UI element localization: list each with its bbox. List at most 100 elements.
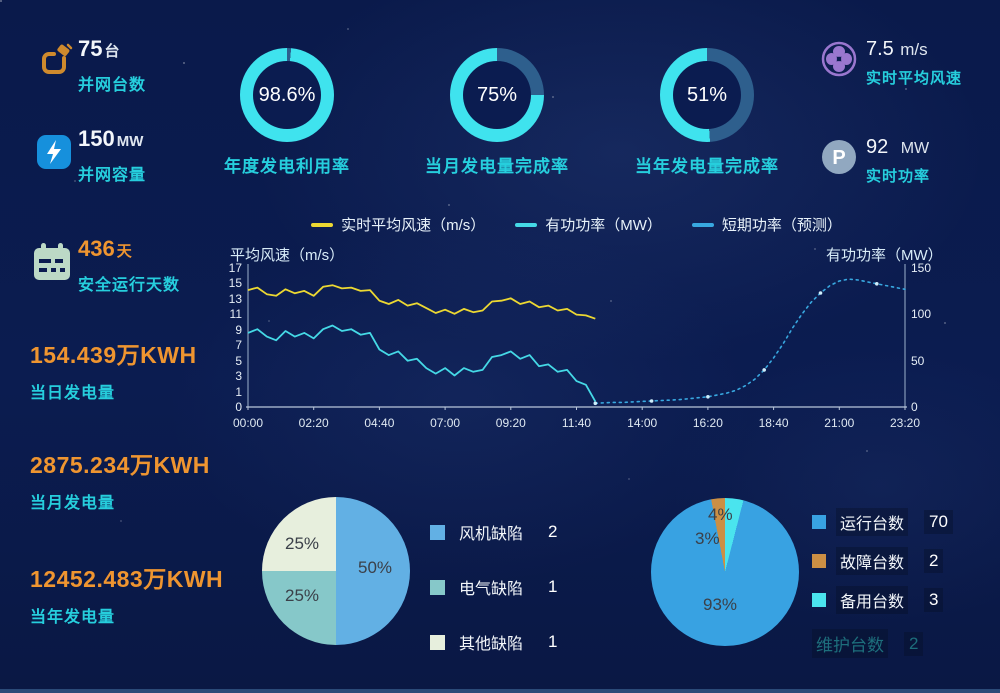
donut-percent: 75% xyxy=(476,83,518,106)
stat-value: 75 xyxy=(78,36,103,61)
legend-count: 70 xyxy=(924,510,953,534)
left-axis-title: 平均风速（m/s） xyxy=(230,247,345,264)
donut-month-completion: 75% 当月发电量完成率 xyxy=(387,48,607,177)
legend-count: 2 xyxy=(904,631,924,656)
running-units-swatch xyxy=(812,515,826,529)
donut-label: 当年发电量完成率 xyxy=(635,157,779,176)
other-defect-swatch xyxy=(430,634,445,650)
stat-unit: 万KWH xyxy=(129,452,210,478)
legend-item-running-units[interactable]: 运行台数 70 xyxy=(812,508,953,536)
bottom-edge-strip xyxy=(0,689,1000,693)
forecast-point-markers xyxy=(593,282,879,406)
stat-value: 92 xyxy=(866,136,889,158)
donut-ring: 98.6% xyxy=(240,48,334,142)
stat-label: 当月发电量 xyxy=(30,495,116,512)
pie-slice-label: 93% xyxy=(703,595,738,614)
donut-annual-utilization: 98.6% 年度发电利用率 xyxy=(177,48,397,177)
stat-value-row: 150 MW xyxy=(78,126,146,152)
right-axis-title: 有功功率（MW） xyxy=(826,247,943,264)
stat-label: 并网台数 xyxy=(78,77,147,94)
stat-daily-generation: 154.439万KWH 当日发电量 xyxy=(30,336,197,403)
donut-label: 当月发电量完成率 xyxy=(425,157,569,176)
legend-item-standby-units[interactable]: 备用台数 3 xyxy=(812,586,953,614)
wind-speed-line xyxy=(247,284,596,320)
pie-slice-label: 50% xyxy=(358,558,393,577)
legend-item-fault-units[interactable]: 故障台数 2 xyxy=(812,547,953,575)
legend-item-electrical-defect[interactable]: 电气缺陷 1 xyxy=(430,573,562,601)
stat-label: 当年发电量 xyxy=(30,609,116,626)
pie-slice-label: 3% xyxy=(695,529,720,548)
legend-count: 1 xyxy=(548,632,558,651)
legend-item-active-power[interactable]: 有功功率（MW） xyxy=(515,214,662,235)
active-power-line xyxy=(247,324,597,402)
stat-value: 154.439 xyxy=(30,342,117,368)
plug-icon xyxy=(34,42,74,87)
stat-value-row: 92 MW xyxy=(866,136,930,159)
legend-item-forecast-power[interactable]: 短期功率（预测） xyxy=(691,214,842,235)
stat-value: 150 xyxy=(78,126,115,151)
legend-label: 维护台数 xyxy=(812,629,888,658)
unit-status-pie-chart xyxy=(651,498,799,646)
donut-ring: 51% xyxy=(660,48,754,142)
stat-label: 当日发电量 xyxy=(30,385,116,402)
stat-unit: 天 xyxy=(116,243,132,260)
stat-unit: 万KWH xyxy=(116,342,197,368)
forecast-line-swatch xyxy=(691,222,714,227)
stat-label: 实时平均风速 xyxy=(866,70,963,87)
legend-count: 1 xyxy=(548,577,558,596)
stat-unit: MW xyxy=(116,133,144,150)
legend-label: 其他缺陷 xyxy=(459,636,524,653)
forecast-power-line xyxy=(594,278,906,405)
stat-label: 并网容量 xyxy=(78,167,147,184)
legend-count: 3 xyxy=(924,588,944,612)
pie-slice-label: 25% xyxy=(285,586,320,605)
active-power-line-swatch xyxy=(515,222,538,227)
donut-year-completion: 51% 当年发电量完成率 xyxy=(597,48,817,177)
legend-label: 实时平均风速（m/s） xyxy=(341,217,486,234)
legend-item-turbine-defect[interactable]: 风机缺陷 2 xyxy=(430,518,562,546)
legend-label: 运行台数 xyxy=(836,508,909,536)
stat-value: 436 xyxy=(78,236,115,261)
pie-slice-label: 25% xyxy=(285,534,320,553)
donut-hole xyxy=(673,61,741,129)
fan-icon xyxy=(820,40,858,83)
legend-label: 有功功率（MW） xyxy=(545,217,662,234)
defect-pie-chart xyxy=(262,497,410,645)
donut-hole xyxy=(463,61,531,129)
turbine-defect-swatch xyxy=(430,524,445,540)
stat-value-row: 436 天 xyxy=(78,236,180,262)
legend-item-other-defect[interactable]: 其他缺陷 1 xyxy=(430,628,562,656)
x-axis-tick-marks xyxy=(247,407,906,410)
donut-percent: 51% xyxy=(686,83,728,106)
donut-label: 年度发电利用率 xyxy=(224,157,350,176)
unit-status-pie-legend: 运行台数 70 故障台数 2 备用台数 3 维护台数 2 xyxy=(812,508,953,658)
electrical-defect-swatch xyxy=(430,579,445,595)
stat-value: 2875.234 xyxy=(30,452,130,478)
svg-text:P: P xyxy=(832,147,845,169)
fault-units-swatch xyxy=(812,554,826,568)
stat-unit: m/s xyxy=(900,40,928,59)
stat-unit: 台 xyxy=(104,43,120,60)
legend-item-maintenance-units[interactable]: 维护台数 2 xyxy=(812,629,953,658)
pie-slice-label: 4% xyxy=(708,505,733,524)
donut-ring: 75% xyxy=(450,48,544,142)
stat-label: 安全运行天数 xyxy=(78,277,181,294)
stat-unit: 万KWH xyxy=(143,566,224,592)
stat-monthly-generation: 2875.234万KWH 当月发电量 xyxy=(30,446,210,513)
stat-unit: MW xyxy=(900,140,930,157)
wind-speed-line-swatch xyxy=(311,222,334,227)
stat-value-row: 75 台 xyxy=(78,36,146,62)
legend-label: 电气缺陷 xyxy=(459,581,524,598)
donut-percent: 98.6% xyxy=(258,83,316,106)
stat-label: 实时功率 xyxy=(866,168,931,185)
legend-label: 短期功率（预测） xyxy=(721,217,842,234)
legend-label: 故障台数 xyxy=(836,547,909,575)
legend-count: 2 xyxy=(924,549,944,573)
power-p-icon: P xyxy=(820,138,858,181)
stat-value: 7.5 xyxy=(866,38,894,60)
defect-pie-legend: 风机缺陷 2 电气缺陷 1 其他缺陷 1 xyxy=(430,518,562,656)
legend-item-wind-speed[interactable]: 实时平均风速（m/s） xyxy=(311,214,485,235)
legend-count: 2 xyxy=(548,522,558,541)
stat-value: 12452.483 xyxy=(30,566,144,592)
